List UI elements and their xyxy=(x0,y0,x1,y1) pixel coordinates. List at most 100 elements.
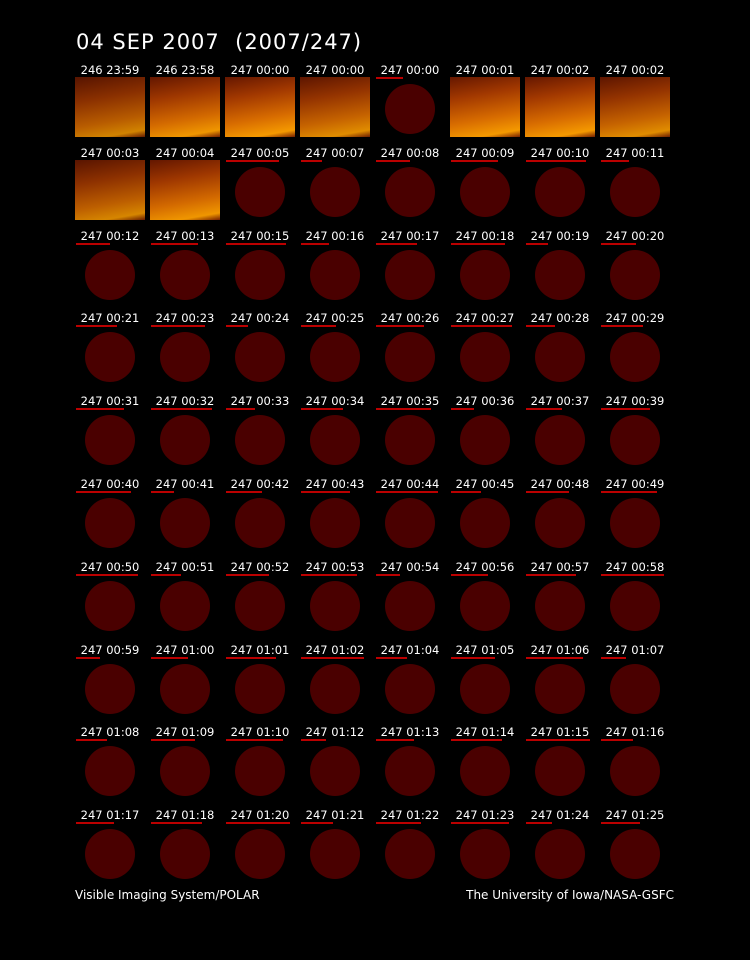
earth-disc xyxy=(610,664,660,714)
earth-disc xyxy=(160,415,210,465)
image-cell: 247 00:49 xyxy=(599,478,671,558)
image-cell: 247 00:54 xyxy=(374,561,446,641)
image-cell: 247 00:07 xyxy=(299,147,371,227)
timestamp-underline xyxy=(76,574,138,576)
earth-disc xyxy=(310,167,360,217)
timestamp-label: 247 00:32 xyxy=(155,394,215,408)
timestamp-label: 247 00:00 xyxy=(230,63,290,77)
earth-disc xyxy=(160,250,210,300)
earth-disc xyxy=(460,332,510,382)
timestamp-label: 247 00:00 xyxy=(305,63,365,77)
timestamp-underline xyxy=(376,739,414,741)
image-cell: 247 00:36 xyxy=(449,395,521,475)
image-cell: 247 00:42 xyxy=(224,478,296,558)
timestamp-label: 247 00:01 xyxy=(455,63,515,77)
image-cell: 247 00:05 xyxy=(224,147,296,227)
timestamp-underline xyxy=(601,325,643,327)
image-cell: 247 00:34 xyxy=(299,395,371,475)
timestamp-label: 246 23:59 xyxy=(80,63,140,77)
timestamp-underline xyxy=(451,822,509,824)
timestamp-label: 247 00:04 xyxy=(155,146,215,160)
timestamp-underline xyxy=(301,574,357,576)
timestamp-underline xyxy=(451,491,481,493)
image-cell: 247 00:37 xyxy=(524,395,596,475)
earth-disc xyxy=(160,498,210,548)
earth-disc xyxy=(85,332,135,382)
earth-disc xyxy=(610,581,660,631)
image-cell: 247 01:22 xyxy=(374,809,446,889)
aurora-image xyxy=(300,77,370,137)
earth-disc xyxy=(385,332,435,382)
timestamp-label: 247 00:19 xyxy=(530,229,590,243)
timestamp-label: 247 00:05 xyxy=(230,146,290,160)
timestamp-underline xyxy=(376,243,417,245)
image-cell: 247 01:10 xyxy=(224,726,296,806)
timestamp-underline xyxy=(226,657,276,659)
timestamp-label: 247 00:15 xyxy=(230,229,290,243)
earth-disc xyxy=(460,415,510,465)
timestamp-underline xyxy=(376,574,400,576)
earth-disc xyxy=(85,498,135,548)
earth-disc xyxy=(310,250,360,300)
timestamp-underline xyxy=(451,657,495,659)
timestamp-underline xyxy=(301,739,326,741)
timestamp-label: 247 00:41 xyxy=(155,477,215,491)
timestamp-underline xyxy=(76,739,107,741)
timestamp-label: 247 00:59 xyxy=(80,643,140,657)
timestamp-label: 247 00:42 xyxy=(230,477,290,491)
aurora-image xyxy=(525,77,595,137)
image-cell: 247 00:11 xyxy=(599,147,671,227)
timestamp-label: 247 00:50 xyxy=(80,560,140,574)
timestamp-underline xyxy=(376,408,431,410)
earth-disc xyxy=(310,746,360,796)
timestamp-label: 247 00:35 xyxy=(380,394,440,408)
timestamp-label: 247 00:03 xyxy=(80,146,140,160)
earth-disc xyxy=(385,84,435,134)
image-cell: 247 00:16 xyxy=(299,230,371,310)
earth-disc xyxy=(535,746,585,796)
image-cell: 247 01:13 xyxy=(374,726,446,806)
timestamp-label: 247 00:43 xyxy=(305,477,365,491)
earth-disc xyxy=(610,250,660,300)
earth-disc xyxy=(160,332,210,382)
timestamp-label: 247 00:36 xyxy=(455,394,515,408)
image-cell: 247 00:41 xyxy=(149,478,221,558)
image-cell: 247 00:21 xyxy=(74,312,146,392)
timestamp-underline xyxy=(526,574,576,576)
image-cell: 246 23:59 xyxy=(74,64,146,144)
image-cell: 247 01:17 xyxy=(74,809,146,889)
timestamp-label: 247 00:26 xyxy=(380,311,440,325)
timestamp-label: 247 00:37 xyxy=(530,394,590,408)
image-cell: 247 00:40 xyxy=(74,478,146,558)
timestamp-label: 247 01:16 xyxy=(605,725,665,739)
image-cell: 247 00:19 xyxy=(524,230,596,310)
earth-disc xyxy=(460,664,510,714)
image-cell: 247 01:16 xyxy=(599,726,671,806)
timestamp-underline xyxy=(76,491,131,493)
earth-disc xyxy=(235,415,285,465)
image-cell: 247 00:04 xyxy=(149,147,221,227)
image-cell: 247 00:50 xyxy=(74,561,146,641)
timestamp-underline xyxy=(376,491,438,493)
timestamp-underline xyxy=(601,822,640,824)
image-cell: 247 00:28 xyxy=(524,312,596,392)
timestamp-underline xyxy=(601,574,664,576)
image-cell: 247 00:53 xyxy=(299,561,371,641)
timestamp-label: 247 00:48 xyxy=(530,477,590,491)
earth-disc xyxy=(535,829,585,879)
earth-disc xyxy=(160,746,210,796)
timestamp-underline xyxy=(226,160,279,162)
timestamp-underline xyxy=(226,325,248,327)
earth-disc xyxy=(85,829,135,879)
earth-disc xyxy=(385,664,435,714)
timestamp-label: 247 01:10 xyxy=(230,725,290,739)
image-cell: 247 00:31 xyxy=(74,395,146,475)
timestamp-label: 247 01:00 xyxy=(155,643,215,657)
timestamp-label: 247 00:34 xyxy=(305,394,365,408)
timestamp-underline xyxy=(601,739,633,741)
timestamp-label: 247 00:27 xyxy=(455,311,515,325)
timestamp-underline xyxy=(601,243,636,245)
image-cell: 247 00:33 xyxy=(224,395,296,475)
image-cell: 247 01:12 xyxy=(299,726,371,806)
earth-disc xyxy=(460,498,510,548)
